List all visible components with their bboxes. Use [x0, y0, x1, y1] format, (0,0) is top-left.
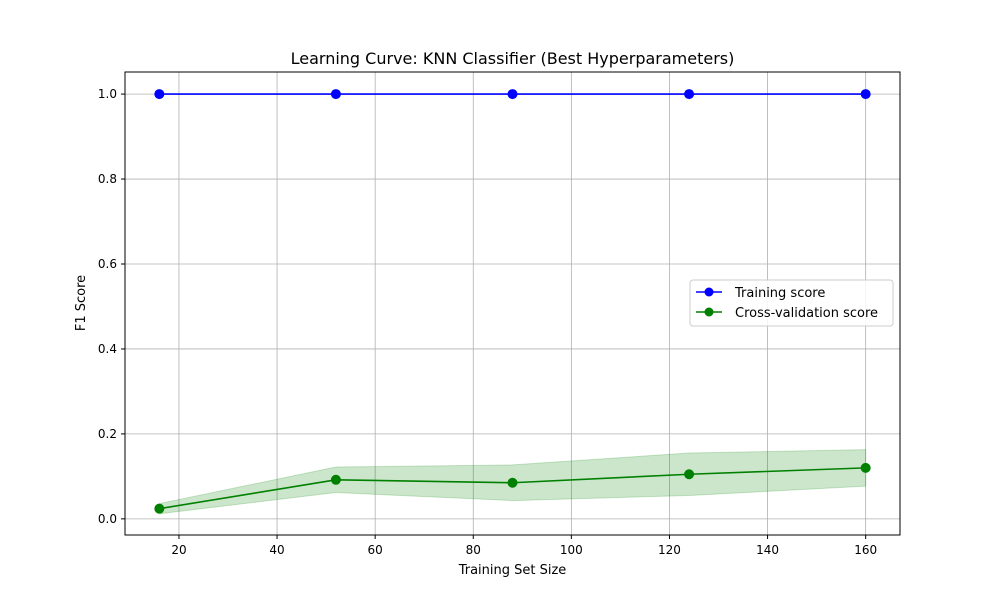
x-tick-label: 20	[171, 543, 186, 557]
legend-marker-1	[704, 307, 714, 317]
y-tick-label: 0.8	[98, 172, 117, 186]
legend-marker-0	[704, 287, 714, 297]
legend-label-1: Cross-validation score	[735, 306, 878, 321]
plot-area: 20 40 60 80 100 120 140 160 0.0 0.2 0.4 0.6 0.8 1.0	[98, 71, 901, 557]
series-0-point	[154, 89, 165, 100]
series-0-point	[684, 89, 695, 100]
x-tick-label: 40	[269, 543, 284, 557]
y-tick-label: 0.4	[98, 342, 117, 356]
x-tick-label: 60	[368, 543, 383, 557]
axes-frame	[124, 71, 901, 536]
x-tick-label: 140	[756, 543, 779, 557]
legend-box	[689, 279, 894, 327]
legend-label-0: Training score	[734, 286, 825, 301]
x-tick-label: 100	[560, 543, 583, 557]
series-1-point	[684, 469, 695, 480]
x-tick-label: 80	[466, 543, 481, 557]
y-tick-label: 0.0	[98, 512, 117, 526]
series-1-point	[330, 474, 341, 485]
series-0-point	[507, 89, 518, 100]
y-tick-label: 1.0	[98, 87, 117, 101]
y-axis-label: F1 Score	[74, 275, 89, 331]
chart-title: Learning Curve: KNN Classifier (Best Hyp…	[291, 49, 735, 68]
x-axis-label: Training Set Size	[458, 563, 567, 578]
y-tick-label: 0.2	[98, 427, 117, 441]
series-1-point	[154, 503, 165, 514]
series-0-point	[860, 89, 871, 100]
series-0-point	[330, 89, 341, 100]
series-1-point	[860, 462, 871, 473]
series-1-point	[507, 477, 518, 488]
y-tick-label: 0.6	[98, 257, 117, 271]
x-tick-label: 120	[658, 543, 681, 557]
x-tick-label: 160	[854, 543, 877, 557]
legend: Training score Cross-validation score	[689, 279, 894, 327]
